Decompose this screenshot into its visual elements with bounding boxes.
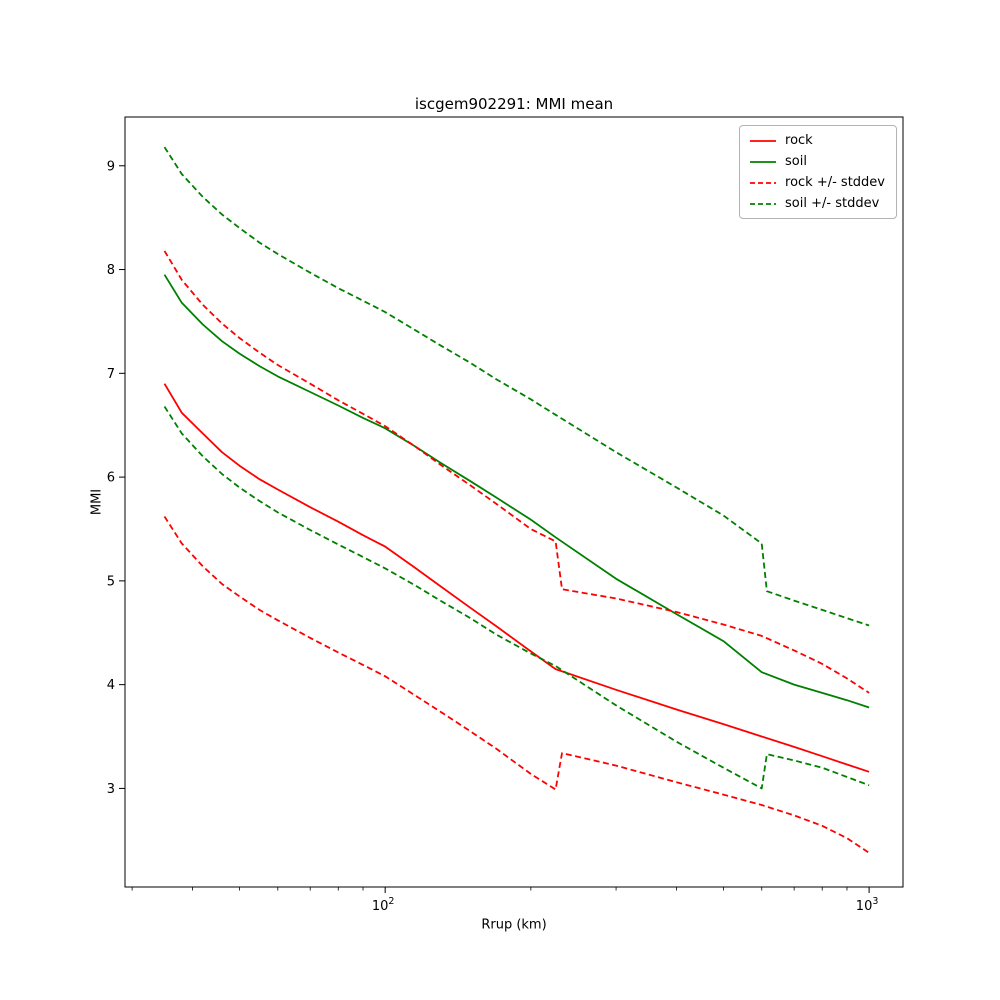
series-soil-lower-stddev [163,406,870,790]
legend-item-soil-mean: soil [749,154,885,169]
y-tick-label: 6 [107,471,115,486]
legend-item-rock-mean: rock [749,133,885,148]
legend: rock soil rock +/- stddev soil +/- stddev [739,125,897,219]
x-axis-label: Rrup (km) [481,917,547,933]
y-tick-label: 7 [107,367,115,382]
y-tick-label: 4 [107,678,115,693]
legend-label-soil-upper-stddev: soil +/- stddev [785,196,880,211]
y-axis-label: MMI [89,488,105,516]
x-tick-label: 103 [856,896,879,914]
y-tick-label: 5 [107,574,115,589]
series-rock-upper-stddev [163,250,870,694]
y-tick-label: 9 [107,159,115,174]
series-soil-mean [163,274,870,709]
y-tick-label: 8 [107,263,115,278]
x-tick-label: 102 [372,896,395,914]
legend-line-sample-rock-mean [750,139,777,142]
legend-line-sample-soil-upper-stddev [750,202,777,205]
y-tick-label: 3 [107,782,115,797]
series-rock-mean [163,383,870,773]
chart-title: iscgem902291: MMI mean [414,95,614,113]
series-soil-upper-stddev [163,146,870,627]
legend-label-rock-mean: rock [785,133,813,148]
legend-line-sample-soil-mean [750,160,777,163]
axes-frame [124,116,904,888]
legend-item-soil-upper-stddev: soil +/- stddev [749,196,885,211]
legend-item-rock-upper-stddev: rock +/- stddev [749,175,885,190]
legend-label-soil-mean: soil [785,154,807,169]
legend-label-rock-upper-stddev: rock +/- stddev [785,175,885,190]
series-rock-lower-stddev [163,516,870,854]
legend-line-sample-rock-upper-stddev [750,181,777,184]
